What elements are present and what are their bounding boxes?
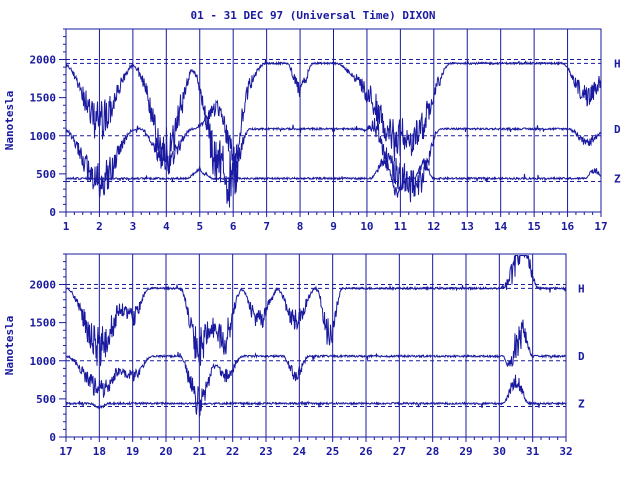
x-tick-label: 16	[561, 220, 575, 233]
y-tick-label: 1000	[30, 355, 57, 368]
x-tick-label: 21	[193, 445, 207, 458]
y-tick-label: 1500	[30, 317, 57, 330]
series-Z-trace	[65, 374, 567, 410]
y-tick-label: 1000	[30, 130, 57, 143]
x-tick-label: 3	[130, 220, 137, 233]
y-tick-label: 500	[36, 393, 56, 406]
series-H-trace	[65, 255, 567, 367]
series-D-trace	[65, 319, 567, 417]
x-tick-label: 17	[594, 220, 607, 233]
x-tick-label: 25	[326, 445, 339, 458]
x-tick-label: 30	[493, 445, 506, 458]
x-tick-label: 24	[293, 445, 307, 458]
x-tick-label: 22	[226, 445, 239, 458]
x-tick-label: 27	[393, 445, 406, 458]
series-H-label: H	[614, 57, 621, 70]
panel-bottom: 0 500 1000 1500 2000 17 18 19 20 21 22 23 24 25 26 27 28…	[3, 253, 585, 458]
x-tick-label: 19	[126, 445, 139, 458]
series-Z-label: Z	[614, 172, 621, 185]
x-tick-label: 14	[494, 220, 508, 233]
x-tick-label: 28	[426, 445, 439, 458]
plot-frame	[65, 253, 567, 438]
y-tick-label: 0	[49, 431, 56, 444]
series-H-label: H	[578, 282, 585, 295]
series-H-trace	[65, 59, 602, 208]
x-tick-label: 2	[96, 220, 103, 233]
x-tick-label: 13	[461, 220, 474, 233]
y-tick-label: 2000	[30, 279, 57, 292]
x-tick-label: 15	[528, 220, 541, 233]
series-Z-trace	[65, 157, 602, 198]
x-tick-label: 12	[427, 220, 440, 233]
y-tick-label: 2000	[30, 54, 57, 67]
series-D-label: D	[614, 123, 621, 136]
x-tick-label: 29	[459, 445, 472, 458]
y-axis-label: Nanotesla	[3, 91, 16, 151]
chart-title: 01 - 31 DEC 97 (Universal Time) DIXON	[190, 9, 435, 22]
y-tick-label: 500	[36, 168, 56, 181]
y-tick-label: 1500	[30, 92, 57, 105]
y-axis-label: Nanotesla	[3, 316, 16, 376]
x-tick-label: 5	[196, 220, 203, 233]
x-tick-label: 11	[394, 220, 408, 233]
x-tick-label: 7	[263, 220, 270, 233]
x-tick-label: 1	[63, 220, 70, 233]
x-tick-label: 4	[163, 220, 170, 233]
x-tick-label: 32	[559, 445, 572, 458]
series-D-label: D	[578, 350, 585, 363]
series-Z-label: Z	[578, 397, 585, 410]
x-tick-label: 9	[330, 220, 337, 233]
x-tick-label: 18	[93, 445, 106, 458]
x-tick-label: 8	[297, 220, 304, 233]
y-tick-label: 0	[49, 206, 56, 219]
x-tick-label: 20	[159, 445, 172, 458]
series-D-trace	[65, 99, 602, 203]
x-tick-label: 6	[230, 220, 237, 233]
x-tick-label: 10	[360, 220, 373, 233]
x-tick-label: 17	[59, 445, 72, 458]
x-tick-label: 26	[359, 445, 373, 458]
x-tick-label: 31	[526, 445, 540, 458]
x-tick-label: 23	[259, 445, 272, 458]
